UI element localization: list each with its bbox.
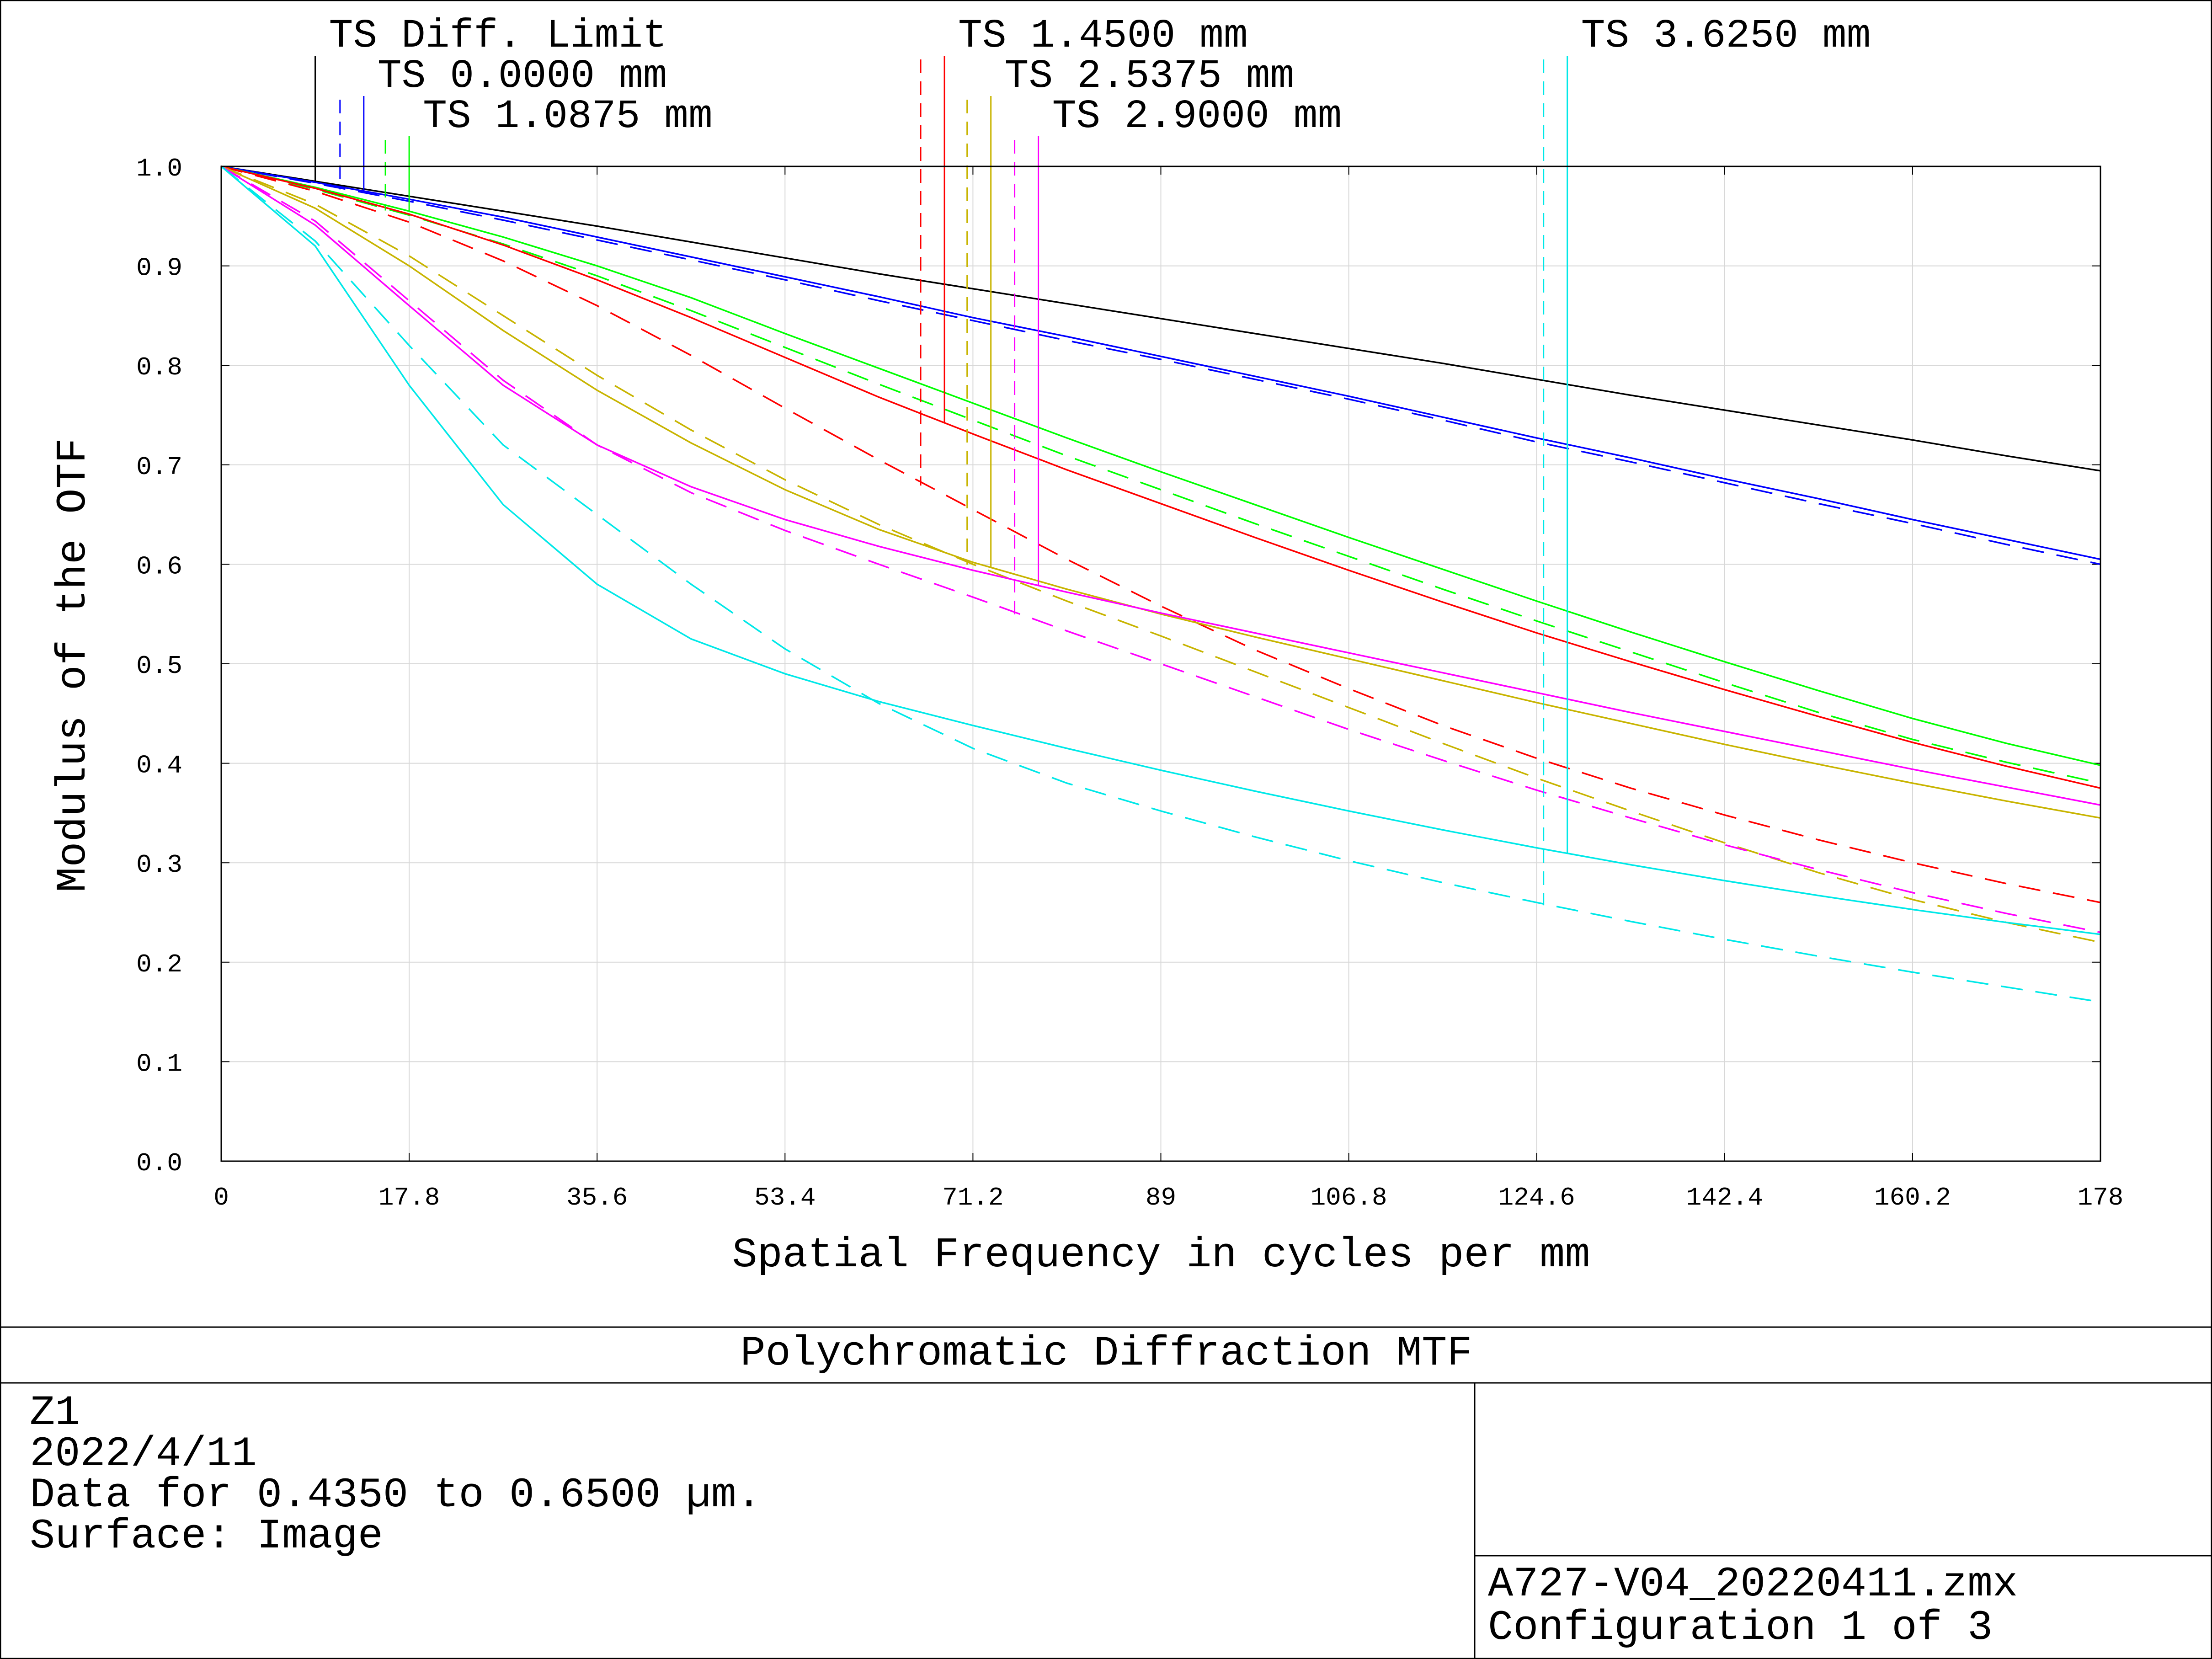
series-line-2 [221, 165, 2101, 565]
series-line-13 [220, 165, 2101, 935]
series-line-4 [221, 165, 2101, 784]
grid [221, 166, 2101, 1162]
info-line-3: Data for 0.4350 to 0.6500 µm. [30, 1471, 762, 1519]
y-tick-label: 0.3 [136, 850, 182, 880]
configuration-label: Configuration 1 of 3 [1488, 1604, 1993, 1652]
legend-label: TS 2.5375 mm [1005, 54, 1295, 99]
series-line-7 [221, 165, 2101, 789]
x-tick-label: 0 [213, 1183, 229, 1212]
y-axis-label: Modulus of the OTF [49, 438, 97, 892]
x-tick-label: 89 [1146, 1183, 1176, 1212]
x-tick-label: 53.4 [754, 1183, 816, 1212]
info-line-2: 2022/4/11 [30, 1430, 257, 1478]
series-lines [220, 165, 2101, 1003]
y-tick-label: 0.0 [136, 1149, 182, 1178]
chart-title: Polychromatic Diffraction MTF [740, 1329, 1472, 1377]
y-tick-label: 0.4 [136, 751, 182, 780]
series-line-5 [221, 165, 2101, 766]
legend-label: TS 0.0000 mm [378, 54, 667, 99]
file-name: A727-V04_20220411.zmx [1488, 1560, 2018, 1608]
legend-label: TS 3.6250 mm [1581, 14, 1871, 59]
x-tick-label: 124.6 [1498, 1183, 1575, 1212]
y-tick-label: 0.6 [136, 552, 182, 581]
plot-frame [220, 165, 2101, 1162]
y-tick-label: 1.0 [136, 154, 182, 183]
x-tick-label: 17.8 [378, 1183, 440, 1212]
y-tick-label: 0.9 [136, 254, 182, 283]
series-line-10 [221, 165, 2101, 934]
legend-label: TS 1.4500 mm [958, 14, 1248, 59]
info-line-4: Surface: Image [30, 1512, 383, 1560]
x-tick-label: 106.8 [1311, 1183, 1387, 1212]
info-line-1: Z1 [30, 1389, 80, 1437]
y-tick-label: 0.2 [136, 950, 182, 979]
series-line-6 [221, 165, 2101, 903]
series-line-11 [221, 165, 2101, 806]
y-tick-label: 0.5 [136, 651, 182, 681]
legend-label: TS Diff. Limit [329, 14, 667, 59]
y-tick-label: 0.7 [136, 453, 182, 482]
series-line-8 [221, 165, 2101, 944]
x-tick-label: 142.4 [1686, 1183, 1763, 1212]
y-tick-label: 0.8 [136, 353, 182, 382]
x-tick-label: 178 [2078, 1183, 2124, 1212]
tick-labels: 0 17.8 35.6 53.4 71.2 89 106.8 124.6 142.4 160.2 1… [136, 154, 2123, 1212]
legend-label: TS 2.9000 mm [1052, 94, 1342, 139]
series-line-12 [220, 165, 2101, 1003]
x-axis-label: Spatial Frequency in cycles per mm [732, 1231, 1590, 1279]
x-tick-label: 35.6 [566, 1183, 628, 1212]
x-tick-label: 160.2 [1874, 1183, 1951, 1212]
legend-label: TS 1.0875 mm [423, 94, 713, 139]
x-tick-label: 71.2 [942, 1183, 1003, 1212]
series-line-9 [221, 165, 2101, 819]
y-tick-label: 0.1 [136, 1049, 182, 1078]
series-line-1 [221, 165, 2101, 472]
series-line-3 [221, 165, 2101, 560]
